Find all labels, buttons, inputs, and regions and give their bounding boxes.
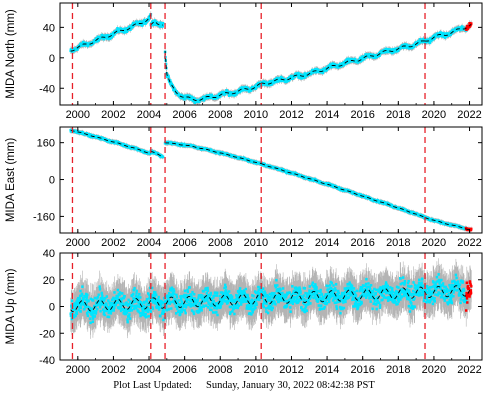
up-xtick-label: 2000 <box>66 364 90 376</box>
east-xtick-label: 2014 <box>315 237 339 249</box>
east-xtick-label: 2018 <box>386 237 410 249</box>
east-data-points <box>69 128 467 231</box>
east-ytick-label: 160 <box>37 138 55 150</box>
north-xtick-label: 2012 <box>279 109 303 121</box>
north-data-points <box>69 13 467 104</box>
north-ylabel: MIDA North (mm) <box>5 9 17 99</box>
east-xtick-label: 2022 <box>457 237 481 249</box>
up-ylabel: MIDA Up (mm) <box>5 268 17 344</box>
up-xtick-label: 2012 <box>279 364 303 376</box>
east-xtick-label: 2006 <box>172 237 196 249</box>
north-xtick-label: 2010 <box>244 109 268 121</box>
up-xtick-label: 2008 <box>208 364 232 376</box>
footer-timestamp: Sunday, January 30, 2022 08:42:38 PST <box>205 380 375 391</box>
east-xtick-label: 2000 <box>66 237 90 249</box>
footer-label: Plot Last Updated: <box>113 380 192 391</box>
east-xtick-label: 2010 <box>244 237 268 249</box>
north-ytick-label: 40 <box>43 22 55 34</box>
east-ylabel: MIDA East (mm) <box>5 138 17 223</box>
north-xtick-label: 2000 <box>66 109 90 121</box>
up-model-line <box>70 285 472 313</box>
up-data-points <box>69 273 468 325</box>
north-model-line <box>70 14 472 102</box>
up-xtick-label: 2014 <box>315 364 339 376</box>
north-xtick-label: 2006 <box>172 109 196 121</box>
panel-north: 2000 2002 2004 2006 2008 2010 2012 2014 2016 2018… <box>5 2 483 121</box>
up-ytick-label: -20 <box>39 328 55 340</box>
up-xtick-label: 2018 <box>386 364 410 376</box>
up-recent-points <box>465 280 473 312</box>
north-ytick-label: -40 <box>39 83 55 95</box>
up-ytick-label: 20 <box>43 275 55 287</box>
east-xtick-label: 2004 <box>137 237 161 249</box>
north-xtick-label: 2004 <box>137 109 161 121</box>
north-xtick-label: 2016 <box>350 109 374 121</box>
up-plot-area <box>69 258 473 339</box>
up-xtick-label: 2006 <box>172 364 196 376</box>
up-xtick-label: 2010 <box>244 364 268 376</box>
up-ytick-label: 40 <box>43 248 55 260</box>
panel-east: 2000 2002 2004 2006 2008 2010 2012 2014 2016 2018… <box>5 126 483 249</box>
north-xtick-label: 2020 <box>422 109 446 121</box>
east-xtick-label: 2020 <box>422 237 446 249</box>
up-xtick-label: 2016 <box>350 364 374 376</box>
north-xtick-label: 2022 <box>457 109 481 121</box>
east-xtick-label: 2012 <box>279 237 303 249</box>
north-xtick-label: 2008 <box>208 109 232 121</box>
east-plot-area <box>69 127 473 233</box>
up-ytick-label: 0 <box>49 302 55 314</box>
east-xtick-label: 2008 <box>208 237 232 249</box>
east-error-bars <box>70 127 472 233</box>
east-xtick-label: 2002 <box>101 237 125 249</box>
up-xtick-label: 2022 <box>457 364 481 376</box>
north-plot-area <box>69 11 473 105</box>
up-xtick-label: 2004 <box>137 364 161 376</box>
east-ytick-label: -160 <box>33 211 55 223</box>
east-model-line <box>70 129 472 231</box>
up-xtick-label: 2002 <box>101 364 125 376</box>
footer: Plot Last Updated: Sunday, January 30, 20… <box>0 380 488 391</box>
north-xtick-label: 2002 <box>101 109 125 121</box>
north-xtick-label: 2014 <box>315 109 339 121</box>
north-xtick-label: 2018 <box>386 109 410 121</box>
up-xtick-label: 2020 <box>422 364 446 376</box>
panel-up: 2000 2002 2004 2006 2008 2010 2012 2014 2016 2018… <box>5 248 483 376</box>
east-ytick-label: 0 <box>49 175 55 187</box>
north-frame <box>59 2 483 106</box>
north-ytick-label: 0 <box>49 53 55 65</box>
east-xtick-label: 2016 <box>350 237 374 249</box>
up-ytick-label: -40 <box>39 355 55 367</box>
